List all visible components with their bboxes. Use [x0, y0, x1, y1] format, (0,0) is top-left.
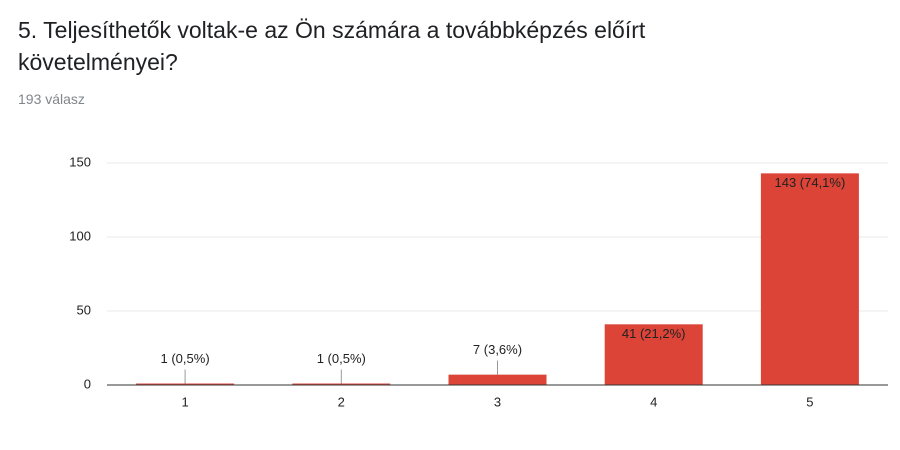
chart-title: 5. Teljesíthetők voltak-e az Ön számára … — [18, 17, 646, 75]
x-tick-label: 1 — [181, 394, 188, 409]
bar — [292, 383, 391, 385]
y-tick-label: 50 — [77, 302, 91, 317]
x-tick-label: 5 — [806, 394, 813, 409]
y-tick-label: 150 — [69, 154, 91, 169]
bar — [604, 324, 703, 385]
data-label: 1 (0,5%) — [317, 351, 366, 366]
y-tick-label: 0 — [84, 376, 91, 391]
x-tick-label: 4 — [650, 394, 657, 409]
data-label: 41 (21,2%) — [622, 326, 686, 341]
data-label: 1 (0,5%) — [161, 351, 210, 366]
bar — [136, 383, 235, 385]
data-label: 7 (3,6%) — [473, 342, 522, 357]
y-tick-label: 100 — [69, 228, 91, 243]
chart-subtitle: 193 válasz — [18, 91, 85, 107]
x-tick-label: 3 — [494, 394, 501, 409]
x-tick-label: 2 — [338, 394, 345, 409]
bar — [760, 173, 859, 385]
data-label: 143 (74,1%) — [774, 175, 845, 190]
bar — [448, 374, 547, 385]
